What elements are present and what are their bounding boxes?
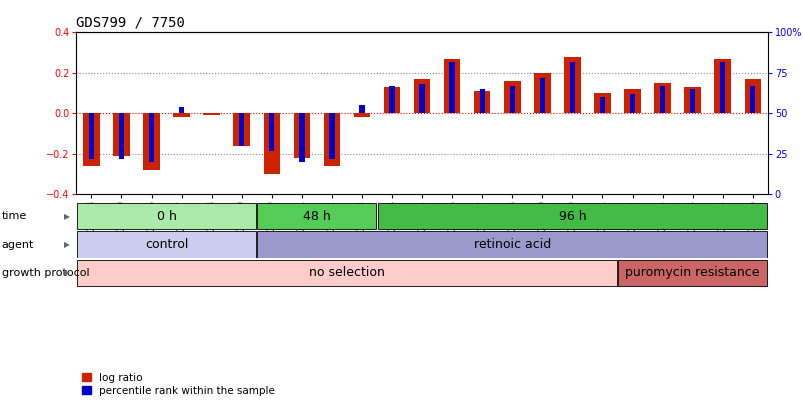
Bar (714, 59, 730, 113)
Bar (353, 113, 369, 117)
Bar (618, 260, 766, 286)
Bar (119, 113, 124, 159)
Bar (503, 81, 520, 113)
Legend: log ratio, percentile rank within the sample: log ratio, percentile rank within the sa… (81, 373, 275, 396)
Text: ▶: ▶ (63, 240, 70, 249)
Bar (377, 203, 766, 230)
Bar (269, 113, 274, 151)
Bar (419, 84, 424, 113)
Bar (473, 91, 490, 113)
Bar (683, 87, 700, 113)
Bar (599, 97, 605, 113)
Text: ▶: ▶ (63, 212, 70, 221)
Text: 0 h: 0 h (157, 210, 177, 223)
Bar (539, 78, 544, 113)
Text: agent: agent (2, 240, 34, 249)
Bar (719, 62, 724, 113)
Bar (77, 260, 616, 286)
Bar (233, 113, 250, 146)
Bar (593, 93, 610, 113)
Text: 48 h: 48 h (303, 210, 330, 223)
Bar (149, 113, 154, 162)
Bar (83, 113, 100, 166)
Bar (749, 86, 755, 113)
Bar (257, 203, 376, 230)
Bar (88, 113, 94, 159)
Text: retinoic acid: retinoic acid (473, 238, 550, 251)
Bar (203, 113, 220, 115)
Bar (533, 73, 550, 113)
Bar (77, 203, 256, 230)
Bar (179, 107, 184, 113)
Bar (659, 86, 664, 113)
Bar (293, 113, 310, 158)
Bar (414, 79, 430, 113)
Text: ▶: ▶ (63, 269, 70, 277)
Bar (443, 59, 460, 113)
Bar (744, 79, 760, 113)
Bar (629, 94, 634, 113)
Bar (389, 86, 394, 113)
Bar (569, 62, 574, 113)
Bar (479, 89, 484, 113)
Bar (257, 231, 766, 258)
Bar (689, 89, 695, 113)
Text: no selection: no selection (308, 266, 385, 279)
Bar (77, 231, 256, 258)
Text: growth protocol: growth protocol (2, 268, 89, 278)
Bar (623, 89, 640, 113)
Bar (143, 113, 160, 170)
Text: control: control (145, 238, 188, 251)
Bar (449, 62, 454, 113)
Bar (359, 105, 365, 113)
Bar (564, 57, 580, 113)
Text: GDS799 / 7750: GDS799 / 7750 (76, 16, 185, 30)
Bar (299, 113, 304, 162)
Bar (383, 87, 400, 113)
Text: time: time (2, 211, 26, 221)
Bar (238, 113, 244, 146)
Bar (654, 83, 670, 113)
Bar (113, 113, 129, 156)
Bar (324, 113, 340, 166)
Text: puromycin resistance: puromycin resistance (625, 266, 759, 279)
Bar (173, 113, 190, 117)
Bar (509, 86, 515, 113)
Text: 96 h: 96 h (558, 210, 585, 223)
Bar (328, 113, 334, 159)
Bar (263, 113, 279, 174)
